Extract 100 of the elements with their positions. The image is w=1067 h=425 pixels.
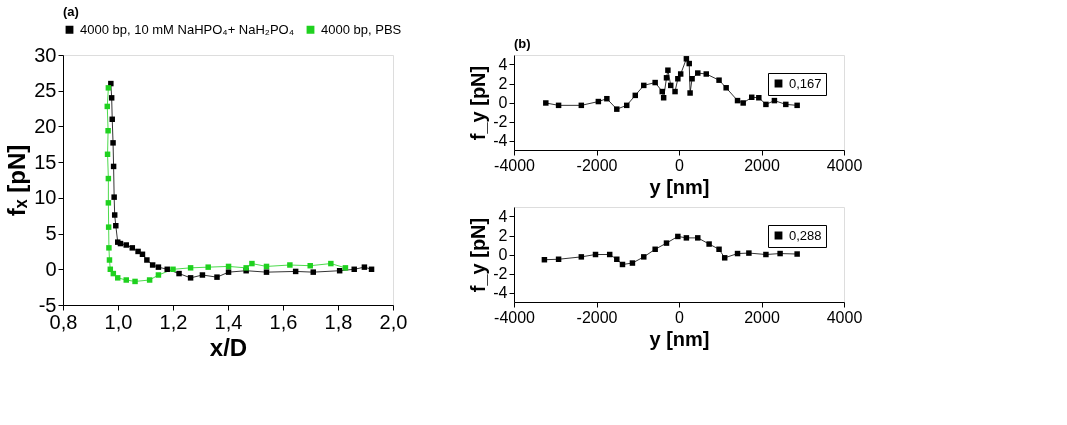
x-tick-label: -2000 — [576, 156, 618, 174]
point — [114, 275, 121, 281]
y-tick-label: -4 — [493, 284, 508, 301]
y-tick-label: 0 — [45, 257, 57, 280]
point — [108, 80, 114, 87]
point — [176, 270, 182, 277]
point — [132, 278, 138, 285]
y-tick-label: 5 — [45, 222, 57, 245]
point — [578, 254, 585, 260]
x-tick-label: 4000 — [826, 308, 863, 326]
point — [677, 71, 684, 77]
point — [307, 262, 313, 269]
point — [763, 101, 769, 108]
point — [108, 95, 115, 101]
point — [652, 246, 658, 253]
x-tick-label: 1,2 — [159, 310, 188, 333]
point — [205, 264, 211, 270]
point — [106, 257, 113, 263]
point — [687, 90, 693, 96]
y-tick-label: 30 — [34, 43, 57, 66]
point — [543, 100, 549, 106]
point — [614, 256, 620, 262]
point — [109, 116, 115, 123]
x-axis-title: y [nm] — [649, 175, 710, 198]
x-tick-label: 0 — [675, 156, 685, 174]
point — [665, 67, 671, 73]
point — [155, 264, 162, 270]
point — [144, 257, 150, 263]
point — [604, 95, 610, 102]
point — [689, 76, 695, 82]
point — [135, 248, 141, 255]
point — [113, 222, 119, 229]
legend-label: 4000 bp, 10 mM NaHPO₄+ NaH₂PO₄ — [80, 21, 294, 37]
point — [721, 255, 728, 261]
point — [111, 212, 118, 218]
point — [249, 260, 255, 267]
point — [342, 265, 349, 271]
point — [263, 269, 270, 275]
x-tick-label: 2000 — [744, 308, 780, 326]
point — [310, 269, 316, 275]
x-axis-title: x/D — [209, 333, 248, 361]
point — [641, 254, 647, 260]
point — [105, 127, 111, 134]
y-tick-label: 10 — [34, 186, 57, 209]
x-tick-label: 2,0 — [379, 310, 408, 333]
x-tick-label: -4000 — [494, 308, 536, 326]
point — [641, 82, 647, 89]
point — [686, 60, 692, 67]
point — [351, 266, 357, 273]
point — [746, 250, 752, 256]
y-tick-label: -2 — [493, 265, 508, 282]
x-tick-label: 4000 — [826, 156, 863, 174]
point — [170, 266, 176, 273]
point — [706, 241, 712, 247]
point — [683, 56, 690, 62]
point — [794, 251, 800, 257]
point — [794, 102, 800, 109]
point — [111, 194, 117, 200]
point — [123, 242, 129, 248]
point — [695, 70, 701, 76]
y-tick-label: 4 — [498, 208, 508, 225]
point — [123, 277, 129, 283]
y-tick-label: -4 — [493, 132, 508, 149]
point — [716, 77, 722, 83]
x-tick-label: -2000 — [576, 308, 618, 326]
point — [723, 85, 729, 91]
y-tick-label: 20 — [34, 114, 57, 137]
point — [756, 95, 762, 101]
point — [740, 100, 746, 106]
y-axis-title: f_y [pN] — [467, 217, 490, 293]
point — [675, 76, 681, 82]
point — [672, 88, 678, 95]
y-tick-label: 4 — [498, 56, 508, 73]
point — [105, 200, 112, 206]
point — [187, 275, 194, 281]
point — [663, 240, 670, 246]
x-axis-title: y [nm] — [649, 327, 710, 350]
point — [614, 106, 620, 112]
point — [106, 245, 112, 251]
point — [146, 277, 153, 283]
y-tick-label: 2 — [498, 75, 508, 92]
point — [695, 235, 701, 241]
legend-label: 0,167 — [789, 75, 822, 91]
x-tick-label: 1,8 — [324, 310, 353, 333]
x-tick-label: 2000 — [744, 156, 780, 174]
y-tick-label: -2 — [493, 113, 508, 130]
point — [214, 274, 220, 280]
point — [783, 101, 789, 108]
x-tick-label: 1,6 — [269, 310, 298, 333]
y-axis-title: fₓ [pN] — [3, 144, 31, 217]
point — [716, 246, 722, 253]
point — [683, 235, 690, 241]
y-axis-title: f_y [pN] — [467, 65, 490, 141]
point — [155, 272, 162, 278]
x-tick-label: 0 — [675, 308, 685, 326]
y-tick-label: 0 — [498, 246, 508, 263]
chart-title: (a) — [63, 4, 79, 19]
point — [199, 272, 206, 278]
y-tick-label: 25 — [34, 79, 57, 102]
point — [703, 71, 709, 77]
